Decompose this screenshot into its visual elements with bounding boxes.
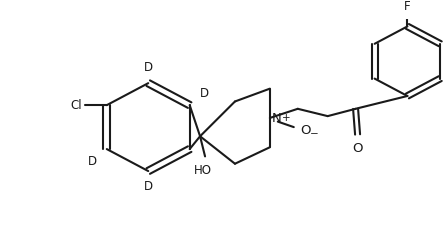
- Text: Cl: Cl: [70, 99, 82, 112]
- Text: D: D: [144, 180, 153, 193]
- Text: HO: HO: [194, 164, 212, 177]
- Text: F: F: [404, 0, 411, 13]
- Text: N: N: [272, 112, 282, 125]
- Text: O: O: [300, 124, 310, 137]
- Text: O: O: [352, 142, 363, 155]
- Text: D: D: [200, 87, 209, 100]
- Text: D: D: [88, 155, 97, 168]
- Text: +: +: [282, 113, 291, 123]
- Text: D: D: [144, 61, 153, 74]
- Text: −: −: [310, 128, 319, 139]
